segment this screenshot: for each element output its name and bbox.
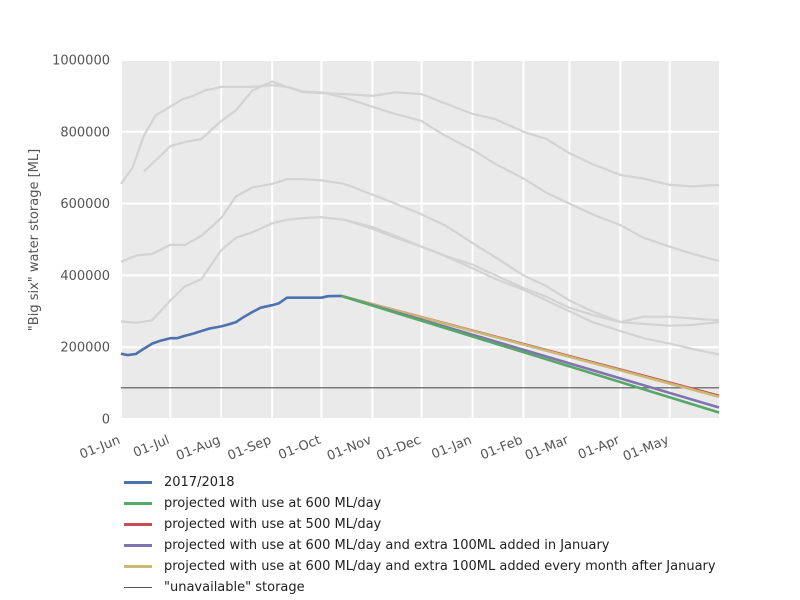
data-series — [120, 294, 720, 414]
historical-series — [120, 80, 720, 356]
y-tick-label: 600000 — [60, 197, 110, 212]
legend-label: 2017/2018 — [164, 475, 235, 490]
legend-label: projected with use at 500 ML/day — [164, 517, 382, 532]
legend-item: 2017/2018 — [124, 472, 716, 493]
x-axis-ticks: 01-Jun 01-Jul 01-Aug 01-Sep 01-Oct 01-Nov 01-D… — [78, 433, 672, 465]
legend-label: projected with use at 600 ML/day — [164, 496, 382, 511]
y-tick-label: 400000 — [60, 269, 110, 284]
plot-background — [121, 60, 719, 419]
legend-label: projected with use at 600 ML/day and ext… — [164, 538, 610, 553]
y-axis-ticks: 0 200000 400000 600000 800000 1000000 — [52, 54, 110, 428]
y-axis-label: "Big six" water storage [ML] — [27, 149, 42, 331]
x-tick-label: 01-Feb — [478, 433, 525, 463]
x-tick-label: 01-Jun — [78, 433, 123, 463]
x-tick-label: 01-Nov — [325, 433, 374, 464]
x-tick-label: 01-Jan — [430, 433, 475, 463]
legend-swatch — [124, 523, 152, 526]
legend-label: "unavailable" storage — [164, 580, 305, 595]
y-tick-label: 200000 — [60, 341, 110, 356]
y-tick-label: 1000000 — [52, 54, 110, 69]
x-tick-label: 01-Dec — [375, 433, 424, 464]
legend-swatch — [124, 544, 152, 547]
legend: 2017/2018 projected with use at 600 ML/da… — [124, 472, 716, 598]
x-tick-label: 01-Mar — [523, 433, 572, 464]
legend-swatch — [124, 587, 152, 588]
legend-swatch — [124, 481, 152, 484]
legend-item: projected with use at 600 ML/day and ext… — [124, 556, 716, 577]
legend-label: projected with use at 600 ML/day and ext… — [164, 559, 716, 574]
series-line-4 — [340, 294, 720, 398]
x-tick-label: 01-Sep — [226, 433, 274, 464]
legend-swatch — [124, 565, 152, 568]
historical-line — [120, 216, 720, 324]
x-tick-label: 01-May — [621, 433, 672, 465]
legend-item: projected with use at 600 ML/day — [124, 493, 716, 514]
legend-item: "unavailable" storage — [124, 577, 716, 598]
historical-line — [120, 178, 720, 327]
legend-item: projected with use at 600 ML/day and ext… — [124, 535, 716, 556]
x-tick-label: 01-Jul — [131, 433, 172, 461]
legend-swatch — [124, 502, 152, 505]
legend-item: projected with use at 500 ML/day — [124, 514, 716, 535]
series-line-0 — [120, 294, 342, 357]
historical-line — [120, 83, 720, 188]
historical-line — [344, 218, 720, 356]
series-line-1 — [340, 294, 720, 414]
y-tick-label: 0 — [102, 413, 110, 428]
x-tick-label: 01-Aug — [174, 433, 223, 464]
x-tick-label: 01-Apr — [576, 433, 623, 463]
historical-line — [143, 80, 720, 263]
x-tick-label: 01-Oct — [276, 433, 322, 463]
y-tick-label: 800000 — [60, 125, 110, 140]
